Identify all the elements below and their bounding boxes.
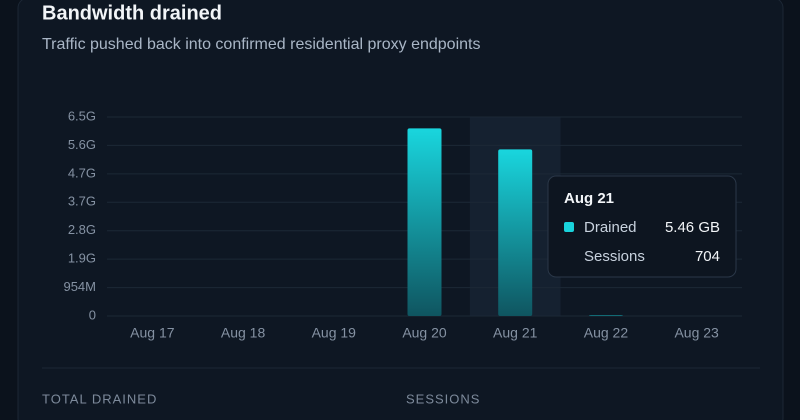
subtitle: Traffic pushed back into confirmed resid…	[42, 36, 480, 53]
tooltip: Aug 21 Drained 5.46 GB Sessions 704	[547, 175, 737, 278]
tooltip-label: Sessions	[584, 248, 645, 265]
y-tick-label: 2.8G	[68, 222, 96, 237]
plot: 0 954M 1.9G 2.8G 3.7G 4.7G 5.6G 6.5G Aug 17 Aug 1…	[63, 108, 742, 341]
y-tick-label: 5.6G	[68, 137, 96, 152]
stat-label: SESSIONS	[406, 391, 480, 406]
bar	[588, 315, 623, 316]
bar	[407, 128, 442, 316]
y-tick-label: 0	[89, 307, 96, 322]
tooltip-value: 704	[695, 248, 720, 265]
legend-swatch	[564, 222, 574, 232]
y-tick-label: 4.7G	[68, 165, 96, 180]
tooltip-label: Drained	[584, 219, 637, 236]
x-tick-label: Aug 22	[584, 325, 629, 341]
x-tick-label: Aug 21	[493, 325, 538, 341]
x-tick-label: Aug 23	[674, 325, 719, 341]
stat-label: TOTAL DRAINED	[42, 391, 157, 406]
title: Bandwidth drained	[42, 2, 222, 24]
y-tick-label: 6.5G	[68, 108, 96, 123]
tooltip-title: Aug 21	[564, 190, 614, 207]
tooltip-value: 5.46 GB	[665, 219, 720, 236]
x-tick-label: Aug 19	[312, 325, 357, 341]
y-tick-label: 954M	[63, 279, 96, 294]
y-tick-label: 1.9G	[68, 251, 96, 266]
y-tick-label: 3.7G	[68, 194, 96, 209]
x-tick-label: Aug 17	[130, 325, 175, 341]
x-tick-label: Aug 18	[221, 325, 266, 341]
x-tick-label: Aug 20	[402, 325, 447, 341]
bar	[498, 149, 533, 316]
card-bg	[17, 0, 784, 420]
tooltip-box	[547, 175, 737, 278]
